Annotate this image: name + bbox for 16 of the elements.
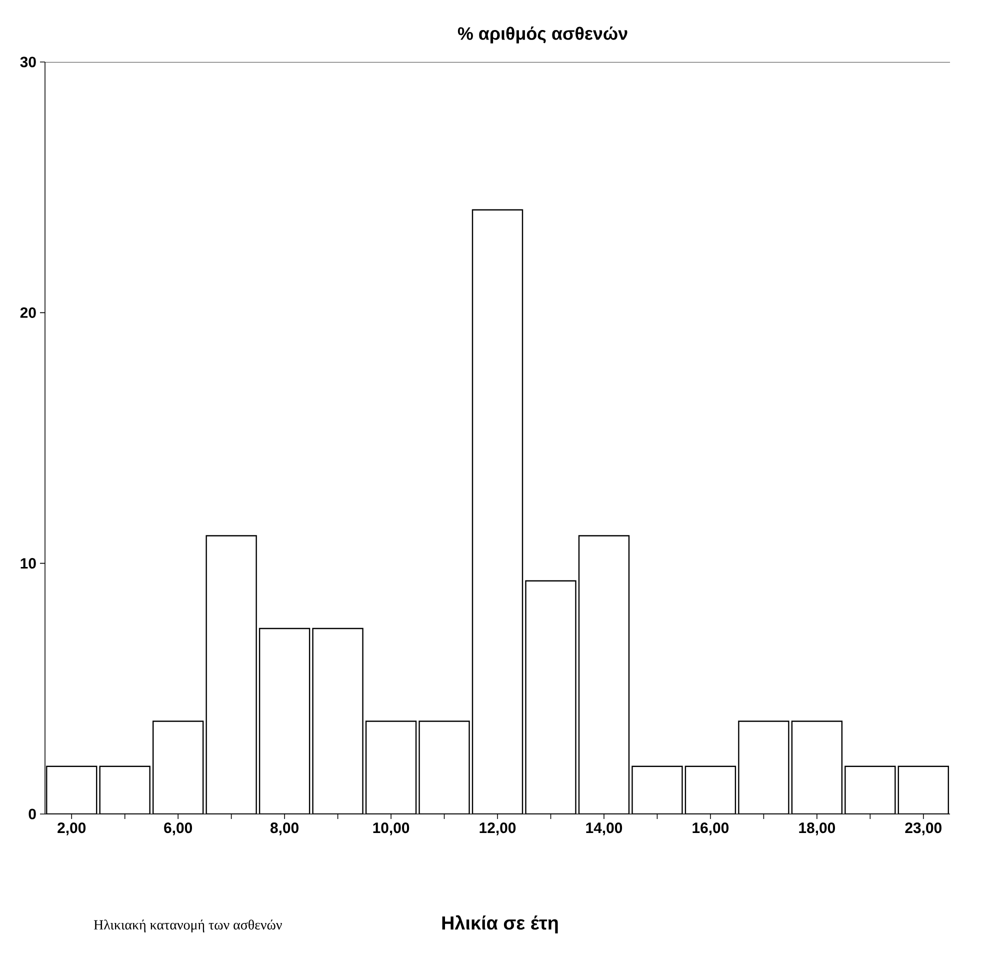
x-axis-title: Ηλικία σε έτη (442, 915, 558, 934)
x-tick-label: 23,00 (905, 822, 942, 836)
x-tick-label: 8,00 (270, 822, 298, 836)
x-tick-label: 14,00 (586, 822, 622, 836)
y-tick-label: 10 (20, 558, 36, 569)
text: Ηλικιακή κατανομή των ασθενών (94, 920, 282, 932)
y-tick-label: 0 (28, 808, 36, 820)
y-tick-label: 20 (20, 307, 36, 318)
x-tick-label: 10,00 (373, 822, 410, 836)
y-tick-label: 30 (20, 56, 36, 68)
x-tick-label: 2,00 (58, 822, 86, 836)
x-tick-label: 16,00 (692, 822, 729, 836)
x-tick-label: 6,00 (164, 822, 192, 836)
x-tick-label: 12,00 (480, 822, 516, 836)
x-tick-label: 18,00 (799, 822, 835, 836)
y-axis-title: % αριθμός ασθενών (458, 26, 628, 44)
